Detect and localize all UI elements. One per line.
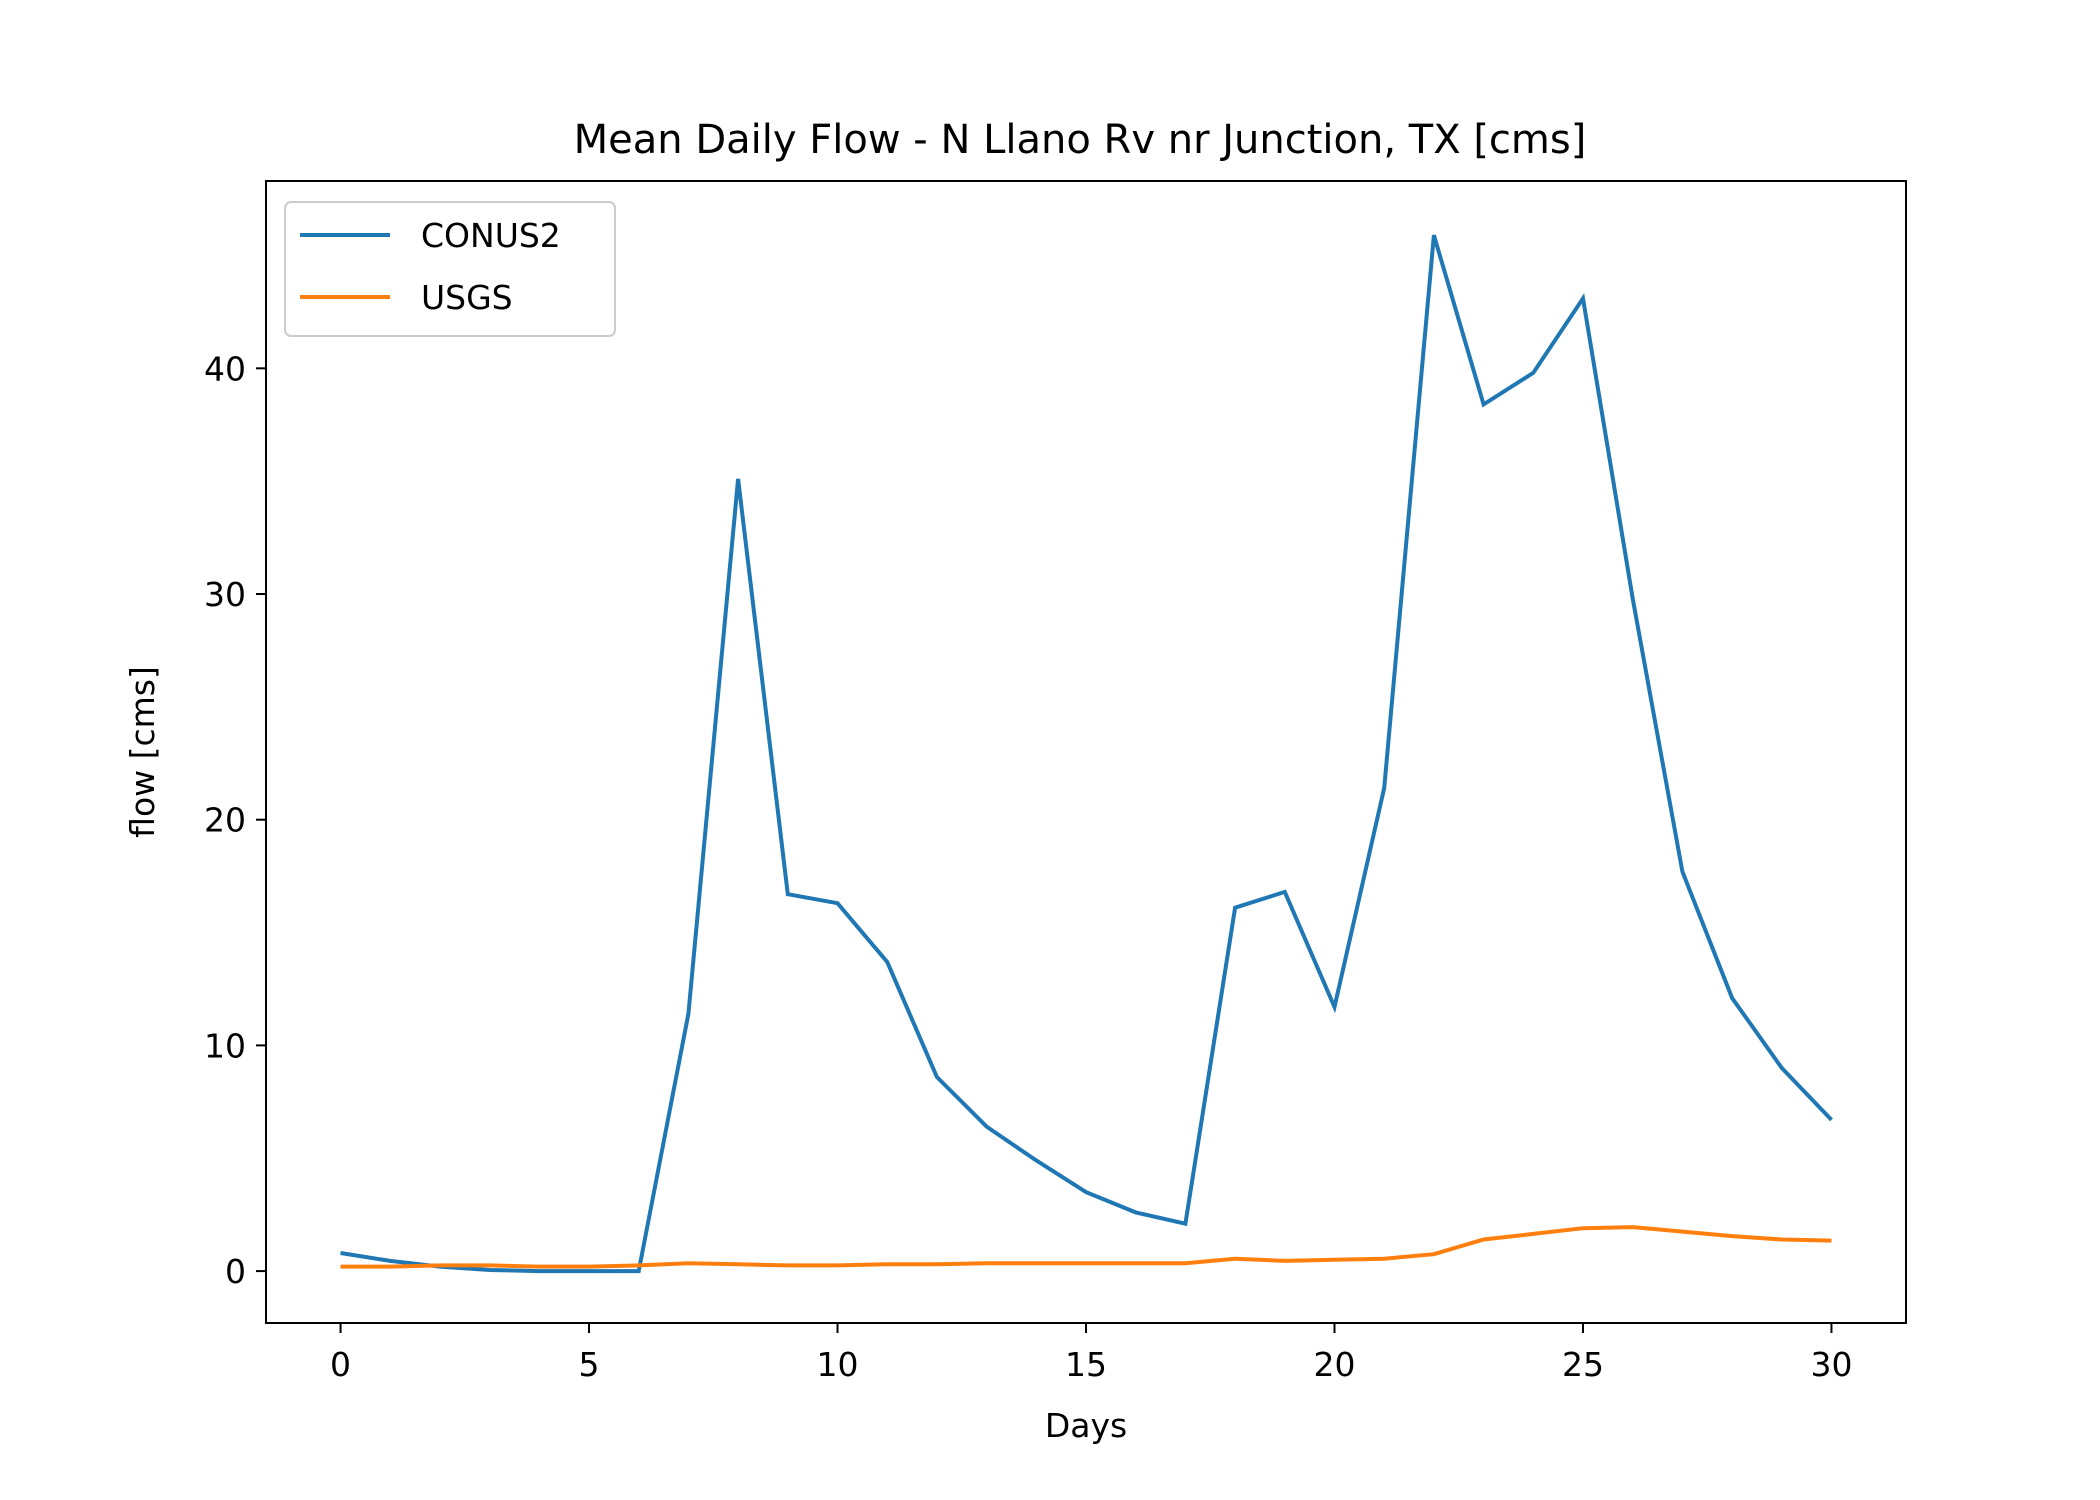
y-tick-label: 0 (225, 1252, 246, 1291)
legend-label-usgs: USGS (421, 278, 513, 317)
x-tick-label: 5 (579, 1345, 600, 1384)
series-line-conus2 (340, 234, 1833, 1274)
y-tick-label: 30 (204, 575, 246, 614)
y-tick-label: 40 (204, 349, 246, 388)
y-tick-label: 20 (204, 801, 246, 840)
chart-title: Mean Daily Flow - N Llano Rv nr Junction… (574, 117, 1587, 163)
y-axis-label: flow [cms] (123, 666, 162, 838)
legend-label-conus2: CONUS2 (421, 216, 561, 255)
y-tick-label: 10 (204, 1026, 246, 1065)
plot-area (340, 234, 1833, 1274)
x-tick-label: 0 (330, 1345, 351, 1384)
x-tick-label: 30 (1810, 1345, 1852, 1384)
legend: CONUS2 USGS (284, 201, 616, 337)
x-axis: 0 5 10 15 20 25 30 (330, 1323, 1852, 1384)
x-tick-label: 20 (1313, 1345, 1355, 1384)
y-axis: 0 10 20 30 40 (204, 349, 266, 1291)
x-tick-label: 25 (1562, 1345, 1604, 1384)
x-tick-label: 10 (817, 1345, 859, 1384)
x-axis-label: Days (1045, 1406, 1127, 1445)
x-tick-label: 15 (1065, 1345, 1107, 1384)
series-line-usgs (340, 1225, 1832, 1269)
